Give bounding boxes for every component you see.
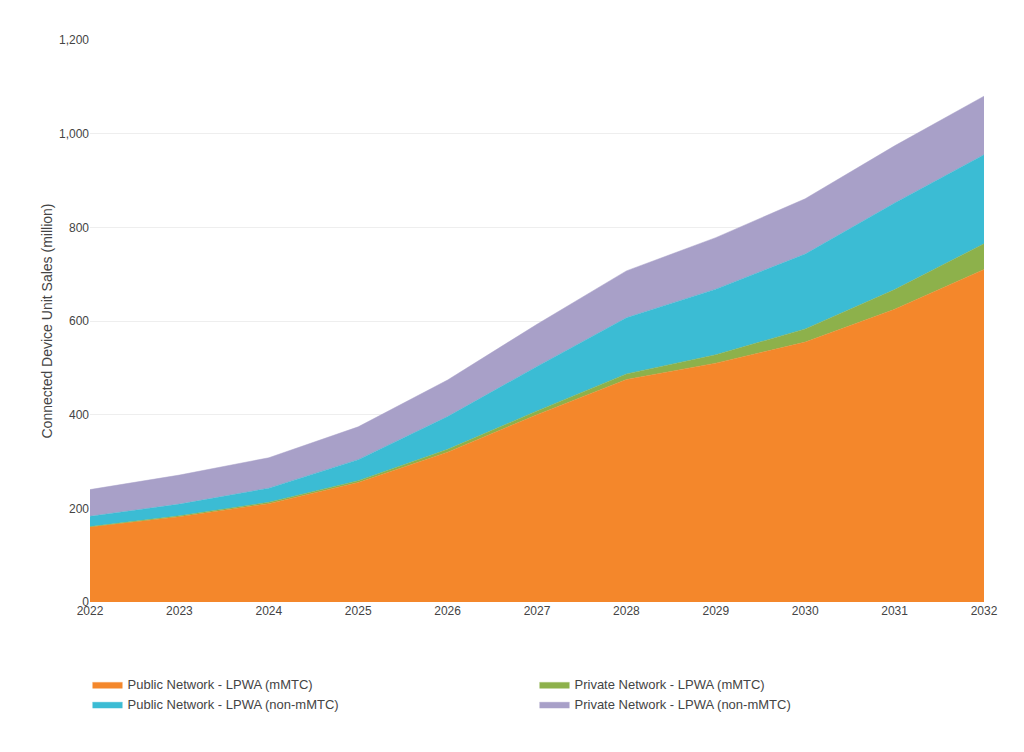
svg-text:800: 800 [69,221,89,235]
svg-text:0: 0 [82,595,89,609]
svg-text:Connected Device Unit Sales (m: Connected Device Unit Sales (million) [39,204,55,439]
svg-text:Private Network - LPWA (non-mM: Private Network - LPWA (non-mMTC) [575,697,791,712]
svg-text:Public Network - LPWA (non-mMT: Public Network - LPWA (non-mMTC) [128,697,339,712]
svg-text:2028: 2028 [613,604,640,618]
svg-text:2027: 2027 [524,604,551,618]
svg-text:200: 200 [69,502,89,516]
svg-text:2030: 2030 [792,604,819,618]
svg-text:2023: 2023 [166,604,193,618]
svg-text:2025: 2025 [345,604,372,618]
svg-text:Private Network - LPWA (mMTC): Private Network - LPWA (mMTC) [575,677,765,692]
svg-text:Public Network - LPWA (mMTC): Public Network - LPWA (mMTC) [128,677,313,692]
svg-text:400: 400 [69,408,89,422]
svg-text:2031: 2031 [881,604,908,618]
svg-text:2024: 2024 [255,604,282,618]
svg-text:1,200: 1,200 [59,33,89,47]
svg-text:2026: 2026 [434,604,461,618]
svg-text:600: 600 [69,314,89,328]
svg-text:2022: 2022 [77,604,104,618]
svg-text:2029: 2029 [702,604,729,618]
svg-text:2032: 2032 [971,604,998,618]
svg-text:1,000: 1,000 [59,127,89,141]
